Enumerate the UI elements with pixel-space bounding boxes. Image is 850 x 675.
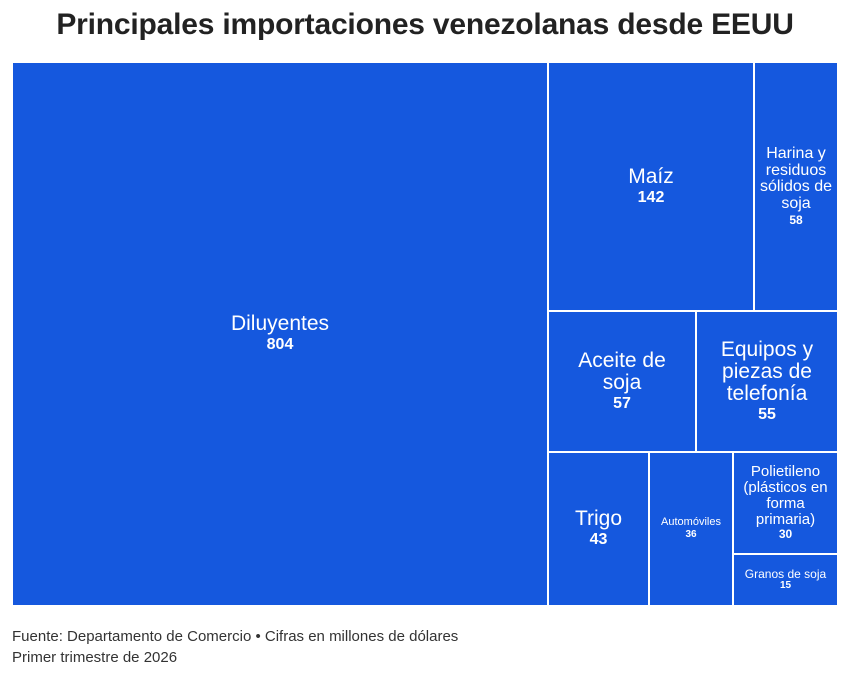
treemap-value: 58 — [789, 212, 803, 227]
treemap-value: 804 — [266, 336, 294, 354]
treemap-cell-granos-soja: Granos de soja 15 — [733, 554, 838, 606]
treemap-cell-aceite-soja: Aceite de soja 57 — [548, 311, 696, 452]
treemap-value: 43 — [589, 531, 608, 549]
treemap-value: 55 — [758, 405, 776, 423]
treemap-value: 36 — [685, 528, 697, 540]
treemap-cell-trigo: Trigo 43 — [548, 452, 649, 606]
treemap-value: 57 — [613, 394, 631, 412]
treemap-label: Diluyentes — [230, 312, 330, 336]
treemap-label: Harina y residuos sólidos de soja — [759, 144, 833, 213]
treemap: Diluyentes 804 Maíz 142 Harina y residuos só… — [12, 62, 838, 606]
treemap-label: Maíz — [628, 164, 674, 188]
treemap-cell-maiz: Maíz 142 — [548, 62, 754, 311]
treemap-cell-automoviles: Automóviles 36 — [649, 452, 733, 606]
treemap-cell-equipos-telefonia: Equipos y piezas de telefonía 55 — [696, 311, 838, 452]
treemap-label: Aceite de soja — [578, 348, 666, 394]
treemap-cell-harina-soja: Harina y residuos sólidos de soja 58 — [754, 62, 838, 311]
treemap-label: Granos de soja — [744, 566, 827, 581]
chart-footer: Fuente: Departamento de Comercio • Cifra… — [12, 626, 838, 668]
treemap-cell-polietileno: Polietileno (plásticos en forma primaria… — [733, 452, 838, 554]
treemap-label: Trigo — [574, 507, 623, 531]
treemap-label: Equipos y piezas de telefonía — [720, 337, 814, 405]
treemap-label: Polietileno (plásticos en forma primaria… — [743, 463, 828, 528]
treemap-value: 30 — [778, 527, 793, 542]
period-note: Primer trimestre de 2026 — [12, 649, 178, 666]
treemap-value: 142 — [637, 188, 665, 206]
chart-title: Principales importaciones venezolanas de… — [56, 8, 794, 41]
treemap-cell-diluyentes: Diluyentes 804 — [12, 62, 548, 606]
treemap-label: Automóviles — [661, 516, 721, 529]
treemap-value: 15 — [779, 580, 792, 592]
source-note: Fuente: Departamento de Comercio • Cifra… — [12, 628, 459, 645]
